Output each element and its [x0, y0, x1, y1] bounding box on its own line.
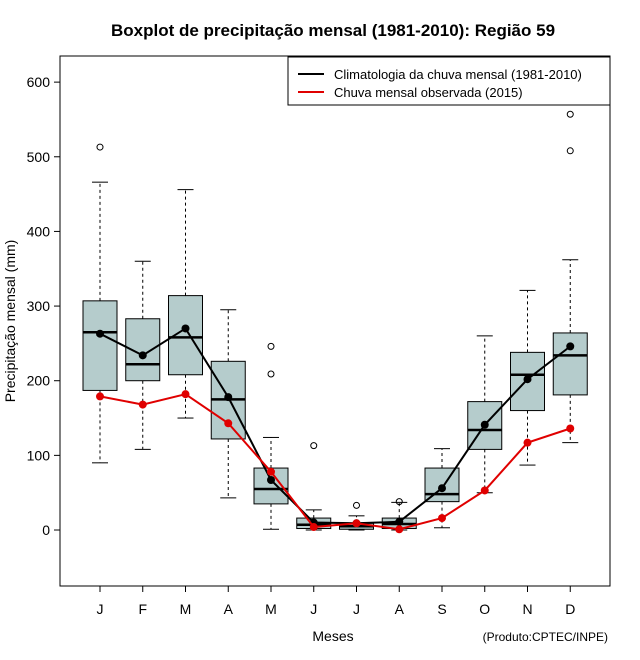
series-point	[138, 351, 147, 360]
outlier-point	[566, 110, 574, 118]
series-point	[224, 419, 233, 428]
box-10	[467, 335, 503, 494]
y-tick-label: 0	[42, 522, 50, 538]
outlier-point	[353, 501, 360, 509]
y-tick-label: 400	[27, 223, 51, 239]
x-tick-label: A	[395, 601, 405, 617]
y-tick-label: 500	[27, 149, 51, 165]
box-12	[552, 110, 588, 444]
x-tick-label: F	[138, 601, 147, 617]
x-axis-label: Meses	[312, 628, 353, 644]
legend-label-observed: Chuva mensal observada (2015)	[334, 85, 523, 100]
series-point	[352, 519, 361, 528]
series-point	[309, 523, 318, 532]
y-tick-label: 600	[27, 74, 51, 90]
box-6	[296, 442, 332, 531]
series-point	[523, 438, 532, 447]
x-tick-label: M	[180, 601, 192, 617]
box-4	[210, 309, 246, 499]
box-5	[253, 342, 289, 530]
legend-box	[287, 56, 611, 106]
credit-text: (Produto:CPTEC/INPE)	[483, 630, 608, 644]
y-axis: 0 100 200 300 400 500 600	[27, 74, 60, 538]
legend-label-climatology: Climatologia da chuva mensal (1981-2010)	[334, 67, 582, 82]
legend: Climatologia da chuva mensal (1981-2010)…	[287, 56, 611, 106]
series-point	[96, 329, 104, 338]
series-point	[181, 390, 190, 399]
series-observed	[96, 390, 575, 534]
series-point	[480, 420, 489, 429]
series-climatology	[96, 324, 575, 528]
series-point	[566, 424, 575, 433]
series-point	[395, 517, 404, 526]
outlier-point	[395, 498, 403, 506]
series-point	[267, 467, 275, 476]
box-3	[168, 189, 203, 419]
series-point	[267, 476, 275, 484]
x-tick-label: J	[353, 601, 360, 617]
outlier-point	[267, 342, 275, 350]
outlier-point	[310, 442, 318, 450]
series-line	[99, 327, 571, 525]
x-tick-label: D	[565, 601, 575, 617]
series-group	[96, 324, 575, 534]
x-tick-label: O	[479, 601, 490, 617]
series-point	[523, 375, 532, 384]
series-line	[99, 393, 571, 531]
box-1	[82, 143, 118, 464]
chart-title: Boxplot de precipitação mensal (1981-201…	[111, 21, 555, 40]
outlier-point	[566, 147, 574, 155]
series-point	[181, 324, 190, 333]
x-tick-label: J	[97, 601, 104, 617]
series-point	[438, 514, 446, 523]
box-iqr	[552, 332, 588, 396]
series-point	[224, 393, 233, 402]
x-tick-label: J	[310, 601, 317, 617]
x-tick-label: A	[224, 601, 234, 617]
x-tick-label: M	[265, 601, 277, 617]
y-tick-label: 200	[27, 373, 51, 389]
x-tick-label: S	[437, 601, 446, 617]
series-point	[138, 400, 147, 409]
outlier-point	[267, 370, 275, 378]
series-point	[96, 392, 104, 401]
y-axis-label: Precipitação mensal (mm)	[2, 240, 18, 403]
outlier-point	[96, 143, 104, 151]
series-point	[395, 525, 404, 534]
y-tick-label: 100	[27, 447, 51, 463]
series-point	[566, 342, 575, 351]
series-point	[438, 484, 446, 493]
box-group	[82, 110, 588, 531]
series-point	[480, 486, 489, 495]
y-tick-label: 300	[27, 298, 51, 314]
plot-area	[59, 55, 611, 587]
box-iqr	[82, 300, 118, 391]
x-tick-label: N	[522, 601, 532, 617]
